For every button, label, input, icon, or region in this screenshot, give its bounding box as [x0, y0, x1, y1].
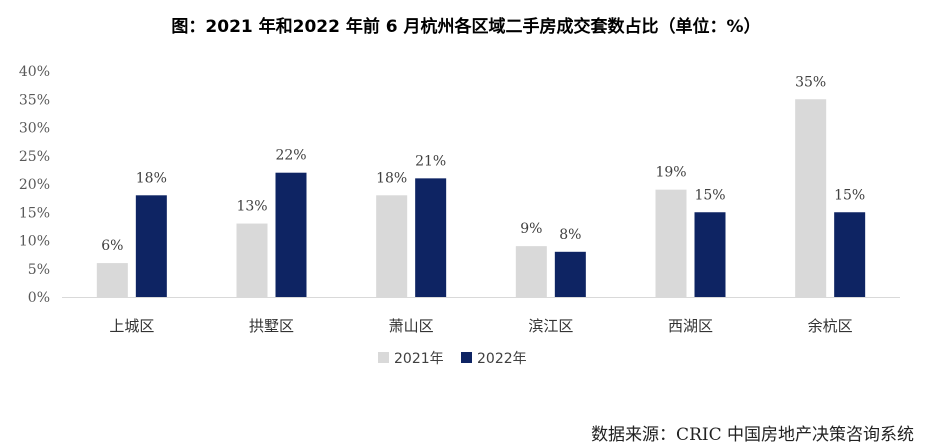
bar-2: [554, 251, 586, 297]
x-category-label: 西湖区: [668, 317, 713, 335]
data-label: 15%: [694, 187, 725, 203]
bar-1: [655, 189, 687, 297]
data-label: 9%: [520, 221, 542, 237]
bar-1: [515, 246, 547, 297]
data-label: 6%: [101, 238, 123, 254]
data-label: 21%: [415, 153, 446, 169]
y-tick-label: 0%: [28, 290, 50, 306]
data-label: 8%: [559, 227, 581, 243]
bar-2: [415, 178, 447, 297]
data-label: 18%: [136, 170, 167, 186]
y-tick-label: 10%: [19, 234, 50, 250]
data-label: 15%: [834, 187, 865, 203]
source-note: 数据来源：CRIC 中国房地产决策咨询系统: [591, 425, 914, 445]
legend-label: 2021年: [394, 351, 444, 367]
data-label: 13%: [236, 199, 267, 215]
data-label: 19%: [655, 165, 686, 181]
y-tick-label: 15%: [19, 205, 50, 221]
y-tick-label: 40%: [19, 64, 50, 80]
data-label: 18%: [376, 170, 407, 186]
legend-swatch: [378, 352, 389, 363]
data-label: 35%: [795, 74, 826, 90]
y-tick-label: 25%: [19, 149, 50, 165]
bar-1: [96, 263, 128, 297]
bar-1: [795, 99, 827, 297]
x-category-label: 萧山区: [389, 317, 434, 335]
x-category-label: 滨江区: [528, 317, 573, 335]
chart-title: 图：2021 年和2022 年前 6 月杭州各区域二手房成交套数占比（单位：%）: [171, 17, 761, 37]
bar-2: [694, 212, 726, 297]
legend-swatch: [461, 352, 472, 363]
x-category-label: 余杭区: [808, 317, 853, 335]
x-category-label: 拱墅区: [249, 317, 294, 335]
y-tick-label: 5%: [28, 262, 50, 278]
y-tick-label: 35%: [19, 92, 50, 108]
x-category-label: 上城区: [109, 317, 154, 335]
data-label: 22%: [275, 148, 306, 164]
y-tick-label: 20%: [19, 177, 50, 193]
legend-label: 2022年: [477, 351, 527, 367]
bar-1: [236, 223, 268, 297]
bar-2: [135, 195, 167, 297]
bar-1: [376, 195, 408, 297]
bar-2: [834, 212, 866, 297]
bar-2: [275, 172, 307, 297]
y-tick-label: 30%: [19, 121, 50, 137]
